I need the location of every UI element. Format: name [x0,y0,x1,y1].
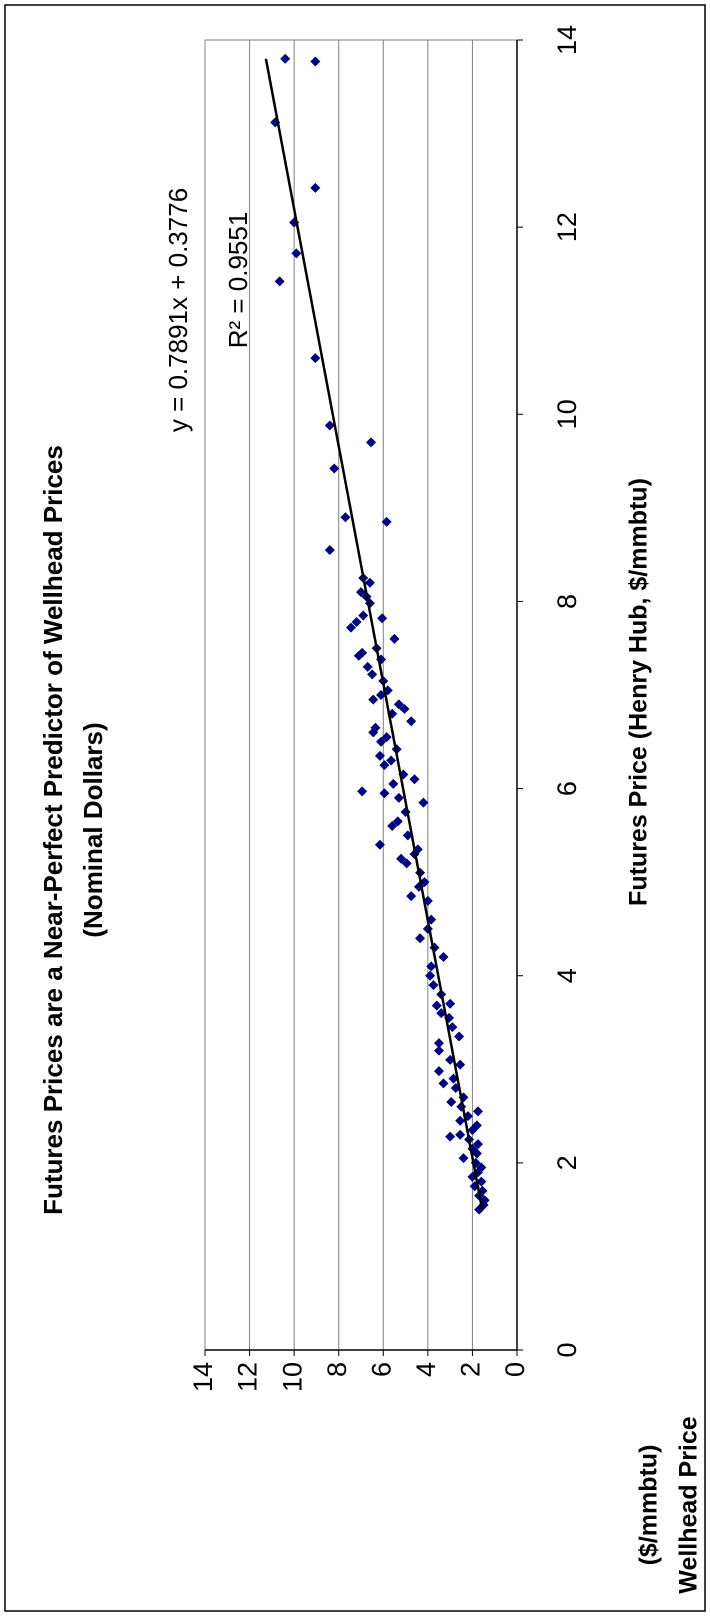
x-tick-label: 8 [552,594,582,609]
x-tick-label: 14 [552,25,582,55]
x-tick-label: 12 [552,212,582,242]
point [366,437,377,448]
point [431,1000,442,1011]
point [377,613,388,624]
point [280,53,291,64]
point [357,786,368,797]
x-tick-label: 6 [552,781,582,796]
point [329,463,340,474]
point [381,732,392,743]
point [393,699,404,710]
x-axis-label: Futures Price (Henry Hub, $/mmbtu) [625,478,653,906]
y-tick-label: 4 [411,1362,441,1377]
point [374,750,385,761]
point [426,961,437,972]
point [447,1022,458,1033]
point [401,858,412,869]
point [438,952,449,962]
point [381,516,392,527]
y-tick-label: 0 [500,1362,530,1377]
chart-subtitle: (Nominal Dollars) [78,722,108,937]
y-tick-label: 10 [277,1362,307,1392]
point [353,650,364,661]
point [425,970,436,981]
point [376,690,387,700]
point [393,792,404,803]
point [291,248,302,259]
point [367,669,378,680]
point [471,1148,482,1159]
y-tick-label: 6 [366,1362,396,1377]
point [389,633,400,644]
y-axis-label: Wellhead Price [675,1416,703,1593]
y-tick-label: 8 [322,1362,352,1377]
point [379,788,390,799]
point [388,778,399,789]
point [368,727,379,738]
x-tick-label: 0 [552,1342,582,1357]
y-tick-label: 12 [233,1362,263,1392]
point [362,661,373,672]
point [434,1038,444,1049]
r-squared: R² = 0.9551 [223,212,253,349]
point [438,1078,449,1089]
point [418,797,429,808]
point [392,816,403,827]
point [376,736,387,747]
point [379,760,390,771]
point [387,821,398,831]
point [324,544,335,555]
point [455,1115,466,1126]
y-tick-label: 2 [456,1362,486,1377]
x-tick-label: 4 [552,968,582,983]
point [274,276,285,287]
point [374,839,385,850]
trend-equation: y = 0.7891x + 0.3776 [163,188,193,432]
x-tick-label: 2 [552,1155,582,1170]
y-tick-label: 14 [188,1362,218,1392]
chart-title: Futures Prices are a Near-Perfect Predic… [38,445,68,1215]
point [324,420,335,431]
point [445,998,456,1009]
point [399,704,410,715]
x-tick-label: 10 [552,399,582,429]
point [364,577,375,588]
point [406,891,417,902]
point [406,716,417,727]
point [358,610,369,621]
point [434,1045,444,1056]
chart-body: Futures Prices are a Near-Perfect Predic… [38,25,703,1594]
point [351,617,362,628]
chart-border [4,4,706,1612]
point [396,853,407,864]
point [368,694,379,705]
point [345,622,356,633]
trendline [264,58,484,1210]
y-axis-label: ($/mmbtu) [635,1445,663,1566]
point [310,56,321,67]
point [386,755,397,766]
point [310,353,321,364]
point [428,980,439,991]
point [340,512,351,523]
point [409,774,420,785]
point [356,587,366,598]
point [310,182,321,193]
point [415,933,426,944]
